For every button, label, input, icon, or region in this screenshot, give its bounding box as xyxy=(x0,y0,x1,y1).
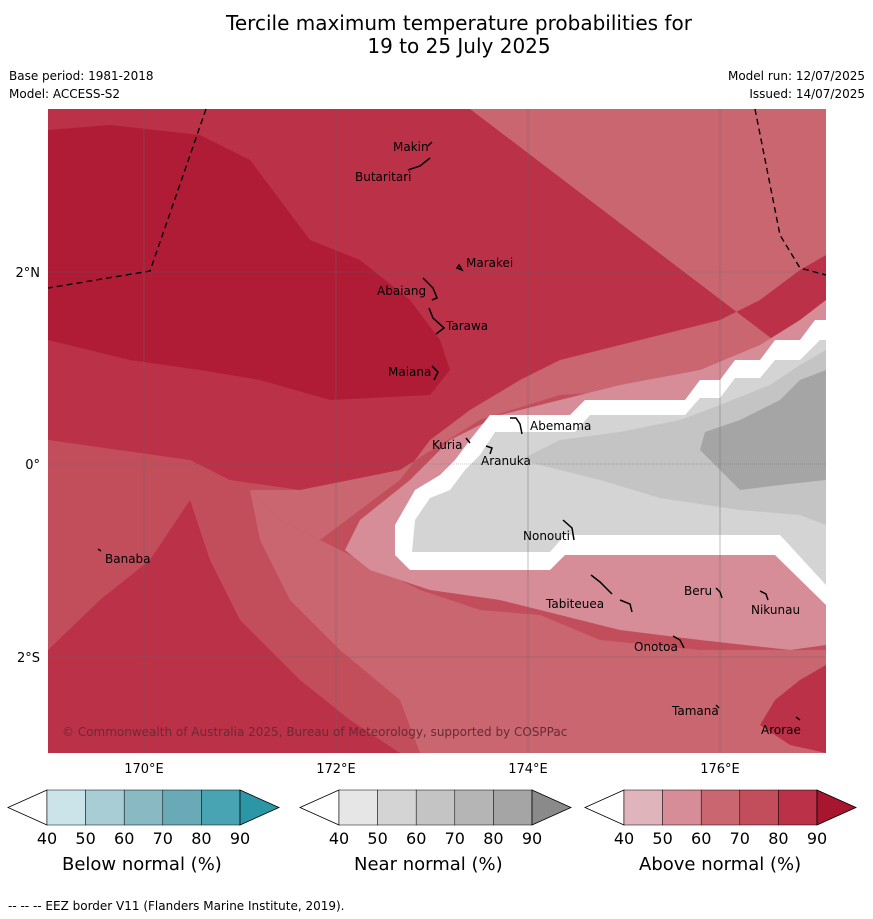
colorbar-segment xyxy=(739,789,779,826)
colorbar-segment xyxy=(123,789,164,826)
colorbars xyxy=(7,789,857,826)
colorbar-tick: 70 xyxy=(444,829,465,848)
colorbar-label: Below normal (%) xyxy=(62,854,222,875)
place-label-tamana: Tamana xyxy=(671,704,719,718)
meta-left: Base period: 1981-2018 Model: ACCESS-S2 xyxy=(9,67,154,103)
colorbar-tick: 80 xyxy=(768,829,789,848)
place-label-onotoa: Onotoa xyxy=(634,640,678,654)
colorbar-over-arrow xyxy=(531,789,572,826)
place-label-beru: Beru xyxy=(684,584,712,598)
above-80-south xyxy=(760,665,826,753)
colorbar-tick: 50 xyxy=(367,829,388,848)
footer-note: -- -- -- EEZ border V11 (Flanders Marine… xyxy=(8,899,345,913)
place-label-tabiteuea: Tabiteuea xyxy=(545,597,604,611)
model-name: Model: ACCESS-S2 xyxy=(9,87,121,101)
colorbar-tick: 90 xyxy=(521,829,543,848)
colorbar-tick: 50 xyxy=(652,829,673,848)
probability-field xyxy=(48,109,826,753)
colorbar-tick: 40 xyxy=(36,829,58,848)
colorbar-segment xyxy=(46,789,86,826)
colorbar-label: Above normal (%) xyxy=(639,854,802,875)
colorbar-tick: 60 xyxy=(114,829,135,848)
place-label-nonouti: Nonouti xyxy=(523,529,570,543)
place-label-arorae: Arorae xyxy=(761,723,801,737)
above-60-band-south xyxy=(250,490,826,753)
place-label-makin: Makin xyxy=(393,140,429,154)
lon-label-170e: 170°E xyxy=(124,762,164,777)
colorbar-segment xyxy=(623,789,663,826)
colorbar-tick: 70 xyxy=(729,829,750,848)
lat-label-2n: 2°N xyxy=(16,266,41,281)
colorbar-under-arrow xyxy=(7,789,48,826)
colorbar-under-arrow xyxy=(584,789,625,826)
title-line-1: Tercile maximum temperature probabilitie… xyxy=(226,11,692,35)
title-line-2: 19 to 25 July 2025 xyxy=(367,34,551,58)
place-label-aranuka: Aranuka xyxy=(481,454,531,468)
model-run: Model run: 12/07/2025 xyxy=(727,69,865,83)
above-80-southwest xyxy=(48,500,400,753)
meta-right: Model run: 12/07/2025 Issued: 14/07/2025 xyxy=(728,67,865,103)
place-label-butaritari: Butaritari xyxy=(355,170,412,184)
place-label-banaba: Banaba xyxy=(105,552,151,566)
place-label-nikunau: Nikunau xyxy=(751,603,800,617)
longitude-labels: 170°E 172°E 174°E 176°E xyxy=(124,762,740,777)
chart-title: Tercile maximum temperature probabilitie… xyxy=(0,12,873,58)
colorbar-segment xyxy=(662,789,702,826)
colorbar-label: Near normal (%) xyxy=(354,854,503,875)
colorbar-segment xyxy=(162,789,202,826)
lon-label-172e: 172°E xyxy=(316,762,356,777)
colorbar-tick: 60 xyxy=(406,829,427,848)
colorbar-segment xyxy=(415,789,456,826)
above-60-band xyxy=(250,109,826,540)
copyright-text: © Commonwealth of Australia 2025, Bureau… xyxy=(62,725,567,739)
issued-date: Issued: 14/07/2025 xyxy=(749,87,865,101)
colorbar-tick: 90 xyxy=(806,829,828,848)
islands xyxy=(97,141,801,721)
colorbar-over-arrow xyxy=(816,789,857,826)
place-label-tarawa: Tarawa xyxy=(445,319,488,333)
colorbar-segment xyxy=(700,789,741,826)
colorbar-tick: 80 xyxy=(191,829,212,848)
lat-label-0: 0° xyxy=(25,458,40,473)
colorbar-segment xyxy=(201,789,241,826)
grid-lines xyxy=(48,109,826,753)
colorbar-tick: 60 xyxy=(691,829,712,848)
colorbar-segment xyxy=(85,789,125,826)
colorbar-tick: 80 xyxy=(483,829,504,848)
colorbar-segment xyxy=(493,789,533,826)
lon-label-174e: 174°E xyxy=(508,762,548,777)
base-period: Base period: 1981-2018 xyxy=(9,69,154,83)
lon-label-176e: 176°E xyxy=(700,762,740,777)
colorbar-segment xyxy=(338,789,378,826)
colorbar-tick: 40 xyxy=(613,829,635,848)
eez-border xyxy=(47,108,827,289)
place-label-abaiang: Abaiang xyxy=(377,284,426,298)
place-label-kuria: Kuria xyxy=(432,438,463,452)
colorbar-tick: 40 xyxy=(328,829,350,848)
place-label-abemama: Abemama xyxy=(530,419,591,433)
place-labels: Makin Butaritari Marakei Abaiang Tarawa Maian… xyxy=(105,140,801,737)
colorbar-segment xyxy=(377,789,417,826)
colorbar-tick: 90 xyxy=(229,829,251,848)
colorbar-segment xyxy=(454,789,494,826)
place-label-maiana: Maiana xyxy=(388,365,431,379)
colorbar-tick: 50 xyxy=(75,829,96,848)
lat-label-2s: 2°S xyxy=(17,651,40,666)
latitude-labels: 2°N 0° 2°S xyxy=(16,266,41,666)
near-70-band xyxy=(700,370,826,490)
colorbar-tick: 70 xyxy=(152,829,173,848)
colorbar-under-arrow xyxy=(299,789,340,826)
above-90-band xyxy=(48,125,450,400)
place-label-marakei: Marakei xyxy=(466,256,513,270)
colorbar-segment xyxy=(778,789,818,826)
colorbar-over-arrow xyxy=(239,789,280,826)
